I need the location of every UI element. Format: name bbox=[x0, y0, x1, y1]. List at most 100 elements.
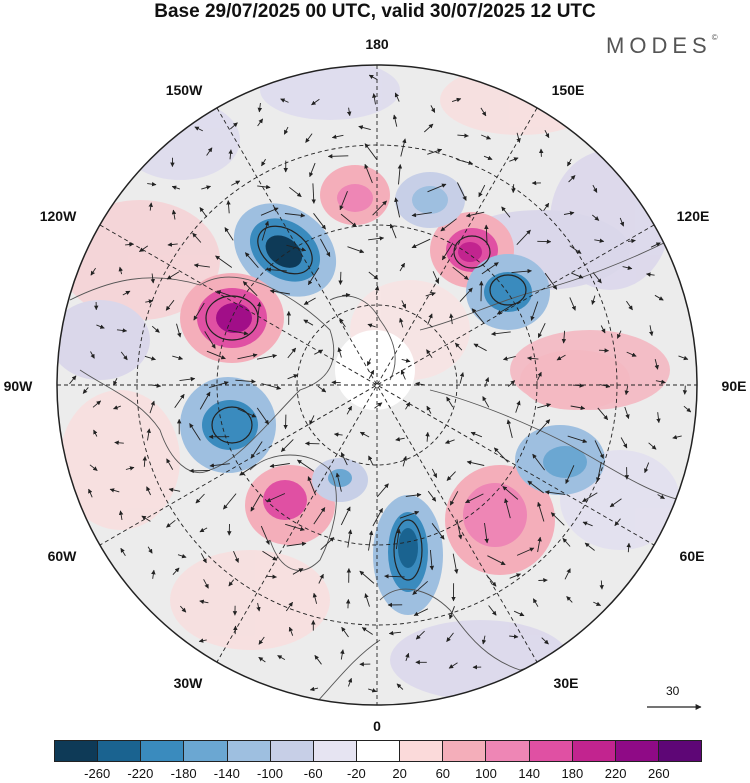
wind-vector bbox=[626, 300, 633, 311]
wind-vector bbox=[141, 515, 151, 522]
wind-vector bbox=[280, 439, 294, 452]
wind-vector bbox=[359, 570, 375, 584]
wind-vector bbox=[139, 245, 149, 252]
wind-vector bbox=[303, 319, 314, 326]
wind-vector bbox=[480, 107, 487, 117]
wind-vector bbox=[426, 349, 433, 358]
wind-vector bbox=[361, 627, 373, 635]
colorbar-tick-label: -260 bbox=[84, 766, 111, 781]
wind-vector bbox=[305, 133, 313, 143]
wind-vector bbox=[358, 125, 371, 131]
wind-vector bbox=[426, 405, 432, 414]
wind-vector bbox=[530, 301, 539, 321]
modes-logo-text: MODES bbox=[606, 33, 712, 58]
wind-vector bbox=[425, 431, 430, 442]
wind-vector bbox=[346, 405, 352, 415]
wind-vector bbox=[114, 440, 124, 445]
wind-vector bbox=[399, 510, 420, 519]
wind-vector bbox=[440, 218, 457, 232]
colorbar-segment bbox=[183, 741, 227, 761]
wind-vector bbox=[200, 553, 207, 564]
wind-vector bbox=[339, 191, 348, 211]
colorbar-tick-label: 20 bbox=[392, 766, 407, 781]
wind-vector bbox=[624, 406, 630, 420]
wind-vector bbox=[171, 209, 177, 220]
wind-vector bbox=[199, 599, 209, 605]
wind-vector bbox=[151, 325, 160, 333]
wind-vector bbox=[242, 281, 258, 297]
wind-vector bbox=[427, 313, 433, 325]
map-boundary bbox=[56, 64, 698, 706]
lon-label-30w: 30W bbox=[173, 675, 203, 691]
wind-vector bbox=[340, 649, 345, 660]
wind-vector bbox=[397, 164, 403, 185]
wind-vector bbox=[465, 493, 484, 504]
wind-vector bbox=[626, 542, 631, 553]
wind-vector bbox=[345, 598, 351, 609]
wind-vector bbox=[544, 129, 550, 139]
wind-vector bbox=[644, 462, 650, 474]
wind-vector bbox=[413, 608, 429, 616]
wind-vector bbox=[148, 202, 153, 211]
wind-vector bbox=[509, 157, 519, 162]
wind-vector bbox=[491, 331, 511, 336]
wind-vector bbox=[513, 610, 525, 617]
wind-vector bbox=[678, 355, 689, 361]
wind-vector bbox=[118, 510, 124, 520]
colorbar-segment bbox=[226, 741, 270, 761]
wind-vector bbox=[563, 211, 575, 216]
wind-vector bbox=[297, 459, 315, 472]
wind-vector bbox=[593, 601, 602, 606]
wind-vector bbox=[509, 573, 522, 579]
wind-vector bbox=[257, 184, 271, 190]
wind-vector bbox=[427, 148, 443, 155]
colorbar-tick-label: -20 bbox=[346, 766, 366, 781]
wind-vector bbox=[195, 493, 205, 504]
wind-vector bbox=[224, 227, 234, 241]
wind-vector bbox=[171, 185, 181, 190]
wind-vector bbox=[564, 568, 571, 580]
wind-vector bbox=[396, 683, 404, 690]
wind-vector bbox=[592, 214, 600, 221]
wind-vector bbox=[372, 200, 387, 216]
colorbar-tick-label: 220 bbox=[604, 766, 627, 781]
wind-vector bbox=[402, 455, 408, 467]
wind-vector bbox=[209, 463, 230, 468]
wind-vector bbox=[614, 518, 621, 527]
wind-vector bbox=[203, 579, 209, 589]
wind-vector bbox=[459, 372, 465, 384]
wind-vector bbox=[496, 303, 515, 315]
wind-vector bbox=[655, 379, 666, 385]
wind-vector bbox=[364, 143, 378, 160]
lon-label-150e: 150E bbox=[551, 82, 585, 98]
wind-vector bbox=[144, 355, 156, 361]
wind-vector bbox=[289, 186, 302, 198]
wind-vector bbox=[501, 206, 511, 218]
wind-vector bbox=[400, 369, 406, 380]
wind-vector bbox=[672, 434, 682, 440]
wind-vector bbox=[582, 521, 593, 527]
wind-vector bbox=[594, 238, 605, 243]
colorbar-tick-label: 260 bbox=[647, 766, 670, 781]
wind-vector bbox=[527, 480, 544, 494]
wind-vector bbox=[582, 492, 598, 502]
wind-vector bbox=[189, 423, 201, 441]
wind-vector bbox=[145, 299, 154, 304]
wind-vector bbox=[261, 158, 266, 167]
reference-vector-label: 30 bbox=[666, 684, 680, 698]
wind-vector bbox=[431, 468, 438, 479]
wind-vector bbox=[502, 355, 516, 361]
wind-vector bbox=[448, 662, 458, 669]
wind-vector bbox=[567, 158, 572, 167]
wind-vector bbox=[285, 601, 293, 612]
wind-vector bbox=[168, 487, 181, 493]
wind-vector bbox=[269, 289, 290, 295]
wind-vector bbox=[394, 197, 401, 218]
wind-vector bbox=[347, 529, 353, 548]
wind-vector bbox=[90, 351, 95, 359]
wind-vector bbox=[456, 519, 463, 540]
wind-vector bbox=[482, 396, 490, 408]
wind-vector bbox=[471, 308, 485, 325]
wind-vector bbox=[395, 436, 405, 442]
